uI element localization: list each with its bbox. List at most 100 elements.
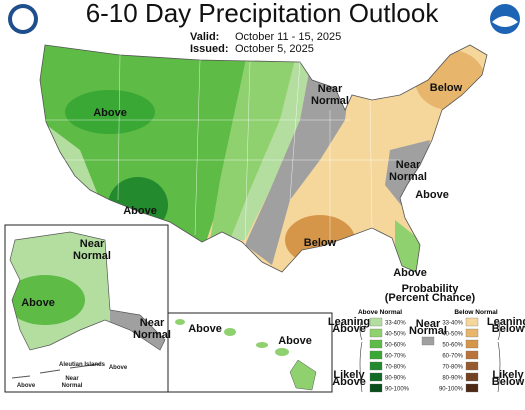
label-line: Below (430, 82, 463, 94)
label-line: Near (65, 376, 79, 382)
legend-bin-label: 40-50% (385, 332, 406, 338)
label-line: Normal (389, 171, 427, 183)
region-label: Above (109, 365, 128, 371)
label-line: Above (188, 323, 222, 335)
label-line: Above (332, 323, 366, 335)
region-label: Below (430, 82, 463, 94)
region-label: Near Normal (409, 318, 447, 337)
legend-swatch (369, 361, 383, 371)
region-label: Near Normal (62, 376, 83, 389)
legend-swatch (369, 317, 383, 327)
legend-swatch (369, 383, 383, 393)
legend-bin-label: 33-40% (385, 321, 406, 327)
label-line: Aleutian Islands (59, 362, 106, 368)
above-33-region (230, 45, 315, 240)
region-label: Near Normal (133, 317, 171, 341)
label-line: Normal (311, 95, 349, 107)
legend-swatch (465, 361, 479, 371)
state-borders (45, 54, 400, 246)
legend-bin-label: 60-70% (442, 354, 463, 360)
legend-swatch (465, 317, 479, 327)
legend-bin-label: 50-60% (385, 343, 406, 349)
legend-bin-label: 70-80% (385, 365, 406, 371)
legend-bin-label: 90-100% (439, 387, 464, 393)
region-label: Leaning Below (487, 316, 525, 335)
label-line: Probability (402, 283, 460, 295)
legend-bin-label: 90-100% (385, 387, 410, 393)
label-line: Above (93, 107, 127, 119)
label-line: Likely (492, 369, 524, 381)
hawaii-island (256, 342, 268, 348)
region-label: Above (415, 189, 449, 201)
legend-swatch (465, 339, 479, 349)
region-label: Likely Below (492, 369, 525, 388)
label-line: Leaning (328, 316, 370, 328)
legend-swatch (369, 350, 383, 360)
legend-bin-label: 70-80% (442, 365, 463, 371)
legend-swatch (465, 383, 479, 393)
label-line: Normal (73, 250, 111, 262)
legend-swatch (465, 350, 479, 360)
region-label: Above (21, 297, 55, 309)
region-label: Near Normal (311, 83, 349, 107)
near-normal-region (385, 140, 430, 210)
label-line: Above (123, 205, 157, 217)
legend-swatch (369, 339, 383, 349)
issued-label: Issued: (190, 43, 229, 55)
label-line: Above (21, 297, 55, 309)
label-line: Normal (133, 329, 171, 341)
region-label: Above (393, 267, 427, 279)
below-40-region (415, 50, 485, 110)
issued-date: October 5, 2025 (235, 43, 314, 55)
above-60-region (65, 90, 155, 134)
label-line: Normal (62, 383, 83, 389)
legend-swatch (465, 328, 479, 338)
legend-bin-label: 40-50% (442, 332, 463, 338)
legend-swatch (421, 336, 435, 346)
region-label: Above (123, 205, 157, 217)
label-line: Likely (333, 369, 365, 381)
hawaii-big-island (289, 359, 317, 391)
label-line: Above (415, 189, 449, 201)
legend-swatch (369, 372, 383, 382)
label-line: Near (318, 83, 343, 95)
above-50-region (10, 275, 85, 325)
conus-outline (39, 44, 488, 273)
legend-group-title: Above Normal (358, 309, 402, 316)
label-line: Leaning (487, 316, 525, 328)
region-label: Below (304, 237, 337, 249)
title: 6-10 Day Precipitation Outlook (86, 0, 440, 28)
label-line: Near (416, 318, 441, 330)
label-line: Below (492, 376, 525, 388)
region-label: Above (17, 383, 36, 389)
above-40-region (210, 45, 300, 240)
legend-bin-label: 33-40% (442, 321, 463, 327)
label-line: Above (109, 365, 128, 371)
legend-group-title: Below Normal (454, 309, 498, 316)
legend-bin-label: 80-90% (385, 376, 406, 382)
region-label: Leaning Above (328, 316, 370, 335)
hawaii-island (175, 319, 185, 325)
legend-brace (497, 318, 501, 393)
alaska-outline (9, 231, 166, 351)
legend: Probability (Percent Chance) Above Normal 3… (328, 283, 525, 393)
valid-dates: October 11 - 15, 2025 (235, 31, 341, 43)
label-line: (Percent Chance) (385, 292, 476, 304)
near-normal-region (245, 45, 350, 265)
legend-brace (359, 318, 363, 393)
legend-bin-label: 80-90% (442, 376, 463, 382)
label-line: Below (492, 323, 525, 335)
hawaii-island (224, 328, 236, 336)
label-line: Near (80, 238, 105, 250)
region-label: Probability (Percent Chance) (385, 283, 476, 304)
label-line: Above (278, 335, 312, 347)
doc-logo-inner (12, 8, 34, 30)
region-label: Above (278, 335, 312, 347)
legend-swatch (465, 372, 479, 382)
label-line: Above (332, 376, 366, 388)
hawaii-island (275, 348, 289, 356)
legend-swatch (369, 328, 383, 338)
